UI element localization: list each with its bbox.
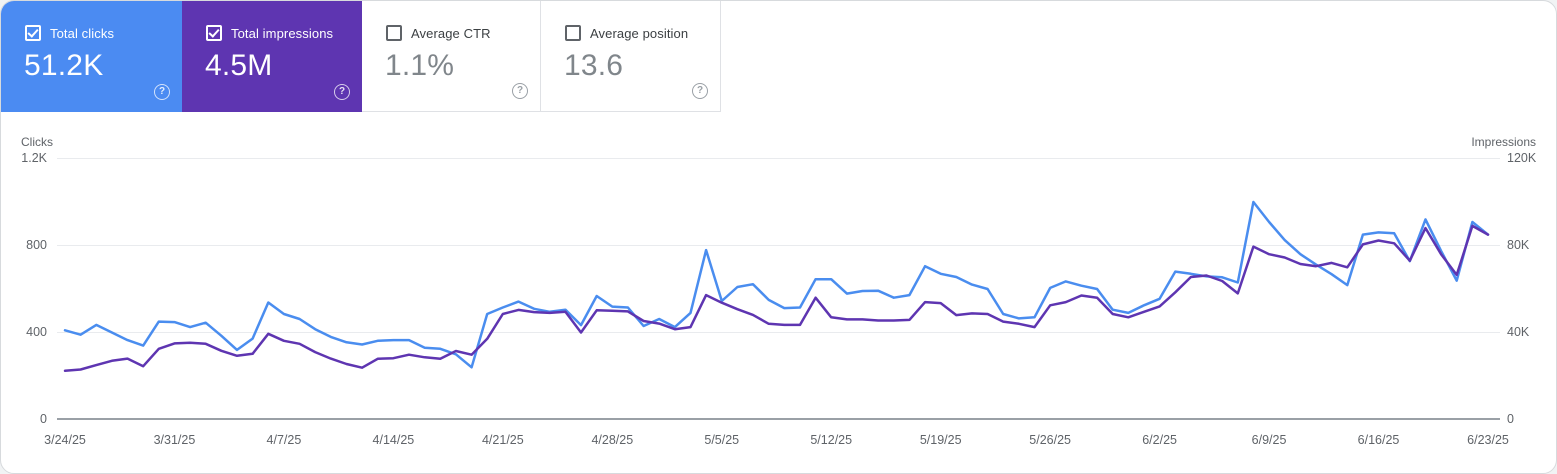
average-ctr-checkbox[interactable] [386, 25, 402, 41]
x-axis-label: 6/2/25 [1142, 433, 1177, 447]
average-position-checkbox[interactable] [565, 25, 581, 41]
metric-card-value: 13.6 [564, 49, 624, 82]
metric-card-value: 1.1% [385, 49, 455, 82]
x-axis-label: 5/26/25 [1029, 433, 1071, 447]
metric-card-label: Average CTR [411, 26, 491, 41]
y-tick-left: 1.2K [21, 151, 47, 165]
x-axis-label: 6/9/25 [1251, 433, 1287, 447]
x-axis-label: 3/31/25 [153, 433, 196, 447]
metric-card-total-impressions[interactable]: Total impressions 4.5M ? [182, 1, 362, 112]
metric-card-value: 51.2K [24, 49, 104, 82]
gridline [57, 245, 1500, 246]
help-icon[interactable]: ? [512, 83, 528, 99]
y-tick-left: 800 [26, 238, 47, 252]
y-tick-left: 400 [26, 325, 47, 339]
total-clicks-checkbox[interactable] [25, 25, 41, 41]
y-tick-left: 0 [40, 412, 47, 426]
gridline [57, 332, 1500, 333]
metric-card-label: Total clicks [50, 26, 115, 41]
x-axis-label: 4/28/25 [591, 433, 634, 447]
total-impressions-checkbox[interactable] [206, 25, 222, 41]
x-axis-label: 4/14/25 [372, 433, 415, 447]
help-icon[interactable]: ? [692, 83, 708, 99]
help-icon[interactable]: ? [334, 84, 350, 100]
impressions-line[interactable] [63, 224, 1490, 373]
x-axis-baseline [57, 418, 1500, 420]
x-axis-label: 5/19/25 [919, 433, 962, 447]
x-axis-label: 6/23/25 [1467, 433, 1509, 447]
x-axis-label: 5/12/25 [810, 433, 853, 447]
x-axis-label: 6/16/25 [1357, 433, 1400, 447]
x-axis-label: 5/5/25 [704, 433, 740, 447]
y-tick-right: 120K [1507, 151, 1537, 165]
clicks-line[interactable] [63, 200, 1490, 369]
x-axis-label: 4/7/25 [266, 433, 302, 447]
metric-card-average-ctr[interactable]: Average CTR 1.1% ? [362, 1, 541, 112]
help-icon[interactable]: ? [154, 84, 170, 100]
left-axis-title: Clicks [21, 135, 53, 149]
gridline [57, 158, 1500, 159]
y-tick-right: 80K [1507, 238, 1530, 252]
x-axis-label: 4/21/25 [481, 433, 524, 447]
metric-card-value: 4.5M [205, 49, 273, 82]
metric-card-label: Average position [590, 26, 689, 41]
metric-card-label: Total impressions [231, 26, 334, 41]
metric-card-total-clicks[interactable]: Total clicks 51.2K ? [1, 1, 182, 112]
y-tick-right: 0 [1507, 412, 1514, 426]
metric-card-average-position[interactable]: Average position 13.6 ? [541, 1, 721, 112]
x-axis-label: 3/24/25 [44, 433, 86, 447]
right-axis-title: Impressions [1471, 135, 1536, 149]
y-tick-right: 40K [1507, 325, 1530, 339]
